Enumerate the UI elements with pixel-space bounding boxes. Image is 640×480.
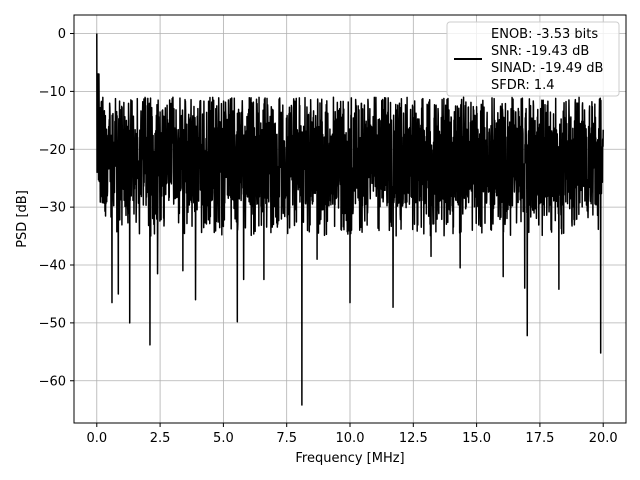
y-tick-label: 0 [58,27,66,42]
x-tick-label: 20.0 [589,431,618,446]
x-tick-label: 0.0 [86,431,107,446]
y-tick-label: −50 [39,316,66,331]
legend-entry-enob: ENOB: -3.53 bits [491,27,598,42]
y-axis-ticks: 0 −10 −20 −30 −40 −50 −60 [39,27,74,389]
legend-entry-snr: SNR: -19.43 dB [491,44,589,59]
x-tick-label: 12.5 [399,431,428,446]
y-tick-label: −60 [39,374,66,389]
x-tick-label: 17.5 [525,431,554,446]
legend-entry-sinad: SINAD: -19.49 dB [491,61,603,76]
x-tick-label: 2.5 [150,431,171,446]
y-tick-label: −40 [39,259,66,274]
legend-box [446,21,620,97]
x-tick-label: 7.5 [276,431,297,446]
x-tick-label: 5.0 [213,431,234,446]
y-axis-label: PSD [dB] [15,190,30,248]
y-tick-label: −20 [39,143,66,158]
x-axis-label: Frequency [MHz] [295,451,404,466]
x-tick-label: 15.0 [462,431,491,446]
legend-entry-sfdr: SFDR: 1.4 [491,78,555,93]
x-tick-label: 10.0 [336,431,365,446]
plot-area [96,33,604,406]
y-tick-label: −30 [39,201,66,216]
psd-series-line [96,33,604,406]
x-axis-ticks: 0.0 2.5 5.0 7.5 10.0 12.5 15.0 17.5 20.0 [86,423,618,446]
y-tick-label: −10 [39,85,66,100]
legend: ENOB: -3.53 bits SNR: -19.43 dB SINAD: -… [446,21,620,97]
